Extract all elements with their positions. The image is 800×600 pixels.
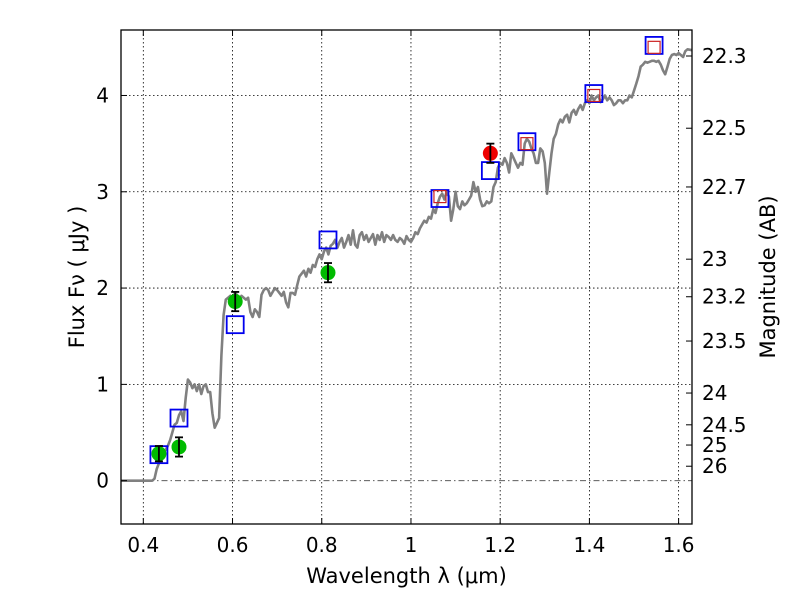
x-tick-label: 1.2	[484, 533, 516, 557]
plot-frame	[120, 29, 693, 525]
y-tick-label: 0	[96, 469, 109, 493]
x-tick-label: 0.8	[306, 533, 338, 557]
markers	[149, 36, 664, 465]
x-tick-label: 0.6	[217, 533, 249, 557]
y-axis-right-title: Magnitude (AB)	[756, 195, 780, 358]
mag-tick-label: 22.5	[702, 116, 747, 140]
observed-red-open-square	[647, 40, 661, 54]
ticks: 0.4 0.6 0.8 1 1.2 1.4 1.60123422.322.522.72323…	[96, 30, 747, 557]
observed-red-open-square	[433, 189, 447, 204]
mag-tick-label: 24.5	[702, 413, 747, 437]
y-tick-label: 3	[96, 180, 109, 204]
mag-tick-label: 23	[702, 247, 727, 271]
grid	[121, 30, 692, 524]
model-photometry-square	[169, 408, 189, 428]
mag-tick-label: 22.7	[702, 175, 747, 199]
observed-red-open-square	[587, 88, 601, 103]
mag-tick-label: 26	[702, 454, 727, 478]
observed-red-open-square	[520, 137, 534, 151]
x-axis-title: Wavelength λ (μm)	[306, 564, 507, 588]
x-tick-label: 1.4	[573, 533, 605, 557]
model-photometry-square	[318, 230, 338, 250]
mag-tick-label: 23.2	[702, 285, 747, 309]
mag-tick-label: 25	[702, 433, 727, 457]
x-tick-label: 0.4	[127, 533, 159, 557]
y-axis-title: Flux Fν ( μJy )	[65, 206, 89, 349]
y-tick-label: 1	[96, 372, 109, 396]
y-tick-label: 2	[96, 276, 109, 300]
y-tick-label: 4	[96, 83, 109, 107]
sed-model-line	[121, 48, 693, 482]
x-tick-label: 1.6	[663, 533, 695, 557]
mag-tick-label: 24	[702, 381, 727, 405]
mag-tick-label: 22.3	[702, 44, 747, 68]
x-tick-label: 1	[405, 533, 418, 557]
mag-tick-label: 23.5	[702, 329, 747, 353]
model-photometry-square	[225, 315, 245, 335]
